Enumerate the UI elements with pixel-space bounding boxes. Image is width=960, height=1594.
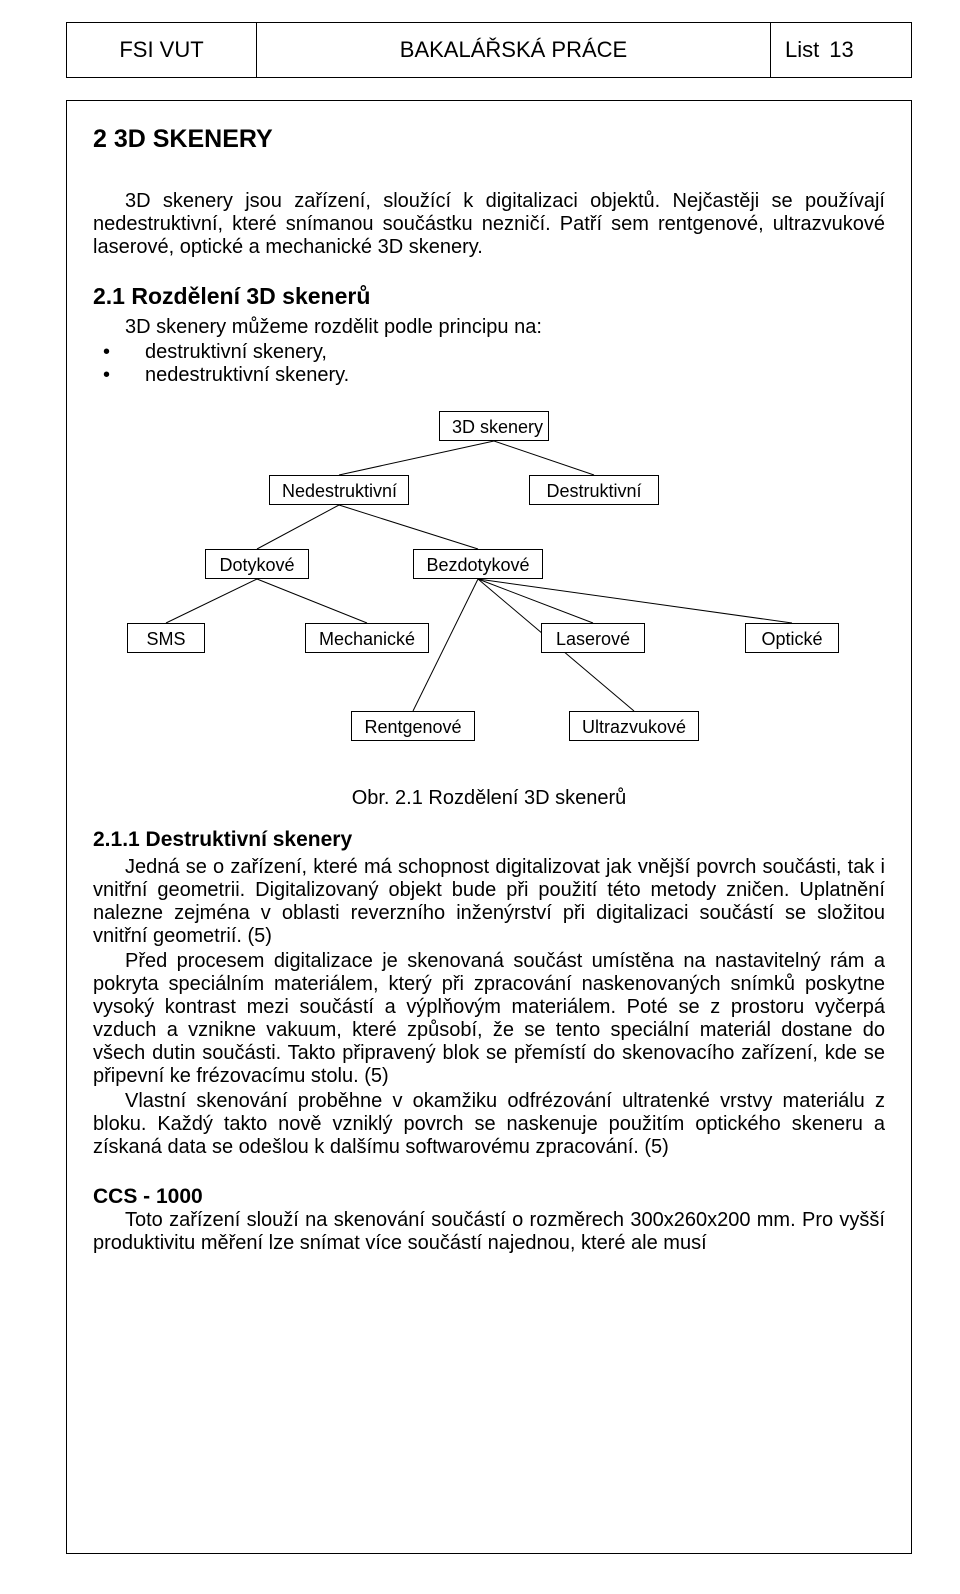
tree-node-optic: Optické (745, 623, 839, 653)
para-b: Před procesem digitalizace je skenovaná … (93, 950, 885, 1088)
bullet-list: destruktivní skenery, nedestruktivní ske… (93, 341, 885, 387)
heading-ccs: CCS - 1000 (93, 1185, 885, 1209)
list-item: destruktivní skenery, (93, 341, 885, 364)
page-header-box: FSI VUT BAKALÁŘSKÁ PRÁCE List 13 (66, 22, 912, 78)
header-right-num: 13 (829, 37, 853, 63)
header-right-label: List (785, 37, 819, 63)
intro-paragraph: 3D skenery jsou zařízení, sloužící k dig… (93, 190, 885, 259)
tree-node-destr: Destruktivní (529, 475, 659, 505)
heading-1: 2 3D SKENERY (93, 125, 885, 154)
para-c: Vlastní skenování proběhne v okamžiku od… (93, 1090, 885, 1159)
para-a: Jedná se o zařízení, které má schopnost … (93, 856, 885, 948)
header-mid: BAKALÁŘSKÁ PRÁCE (257, 23, 771, 77)
tree-node-ultra: Ultrazvukové (569, 711, 699, 741)
tree-node-bezdot: Bezdotykové (413, 549, 543, 579)
tree-node-nedes: Nedestruktivní (269, 475, 409, 505)
content-box: 2 3D SKENERY 3D skenery jsou zařízení, s… (66, 100, 912, 1554)
tree-node-dotyk: Dotykové (205, 549, 309, 579)
header-left: FSI VUT (67, 23, 257, 77)
ccs-paragraph: Toto zařízení slouží na skenování součás… (93, 1209, 885, 1255)
list-item: nedestruktivní skenery. (93, 364, 885, 387)
header-right: List 13 (771, 23, 911, 77)
sub-intro: 3D skenery můžeme rozdělit podle princip… (93, 316, 885, 339)
tree-node-sms: SMS (127, 623, 205, 653)
figure-caption: Obr. 2.1 Rozdělení 3D skenerů (93, 787, 885, 810)
tree-node-laser: Laserové (541, 623, 645, 653)
heading-2-1-1: 2.1.1 Destruktivní skenery (93, 828, 885, 852)
heading-2-1: 2.1 Rozdělení 3D skenerů (93, 283, 885, 310)
tree-diagram: 3D skenery Nedestruktivní Destruktivní Doty… (109, 411, 869, 781)
tree-node-rentg: Rentgenové (351, 711, 475, 741)
tree-node-mech: Mechanické (305, 623, 429, 653)
tree-edges (109, 411, 869, 781)
tree-node-root: 3D skenery (439, 411, 549, 441)
page: FSI VUT BAKALÁŘSKÁ PRÁCE List 13 2 3D SK… (0, 0, 960, 1594)
